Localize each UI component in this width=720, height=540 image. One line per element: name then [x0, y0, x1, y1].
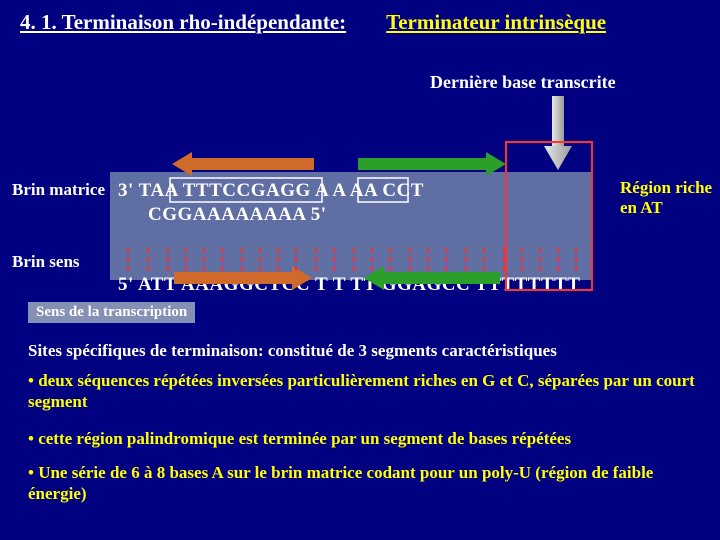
sequence-matrice-top: 3' TAA TTTCCGAGG A A AA CCT: [118, 180, 424, 202]
sequence-sens: 5' ATT AAAGGCTCC T T TT GGAGCC TTTTTTTT: [118, 274, 580, 296]
brin-sens-label: Brin sens: [12, 252, 80, 272]
region-at-l1: Région riche: [620, 178, 712, 197]
brin-matrice-label: Brin matrice: [12, 180, 105, 200]
title-right: Terminateur intrinsèque: [386, 10, 606, 35]
region-at-l2: en AT: [620, 198, 663, 217]
title-row: 4. 1. Terminaison rho-indépendante: Term…: [20, 10, 700, 35]
bullet-2: • cette région palindromique est terminé…: [28, 428, 700, 449]
intro-text: Sites spécifiques de terminaison: consti…: [28, 340, 700, 361]
title-left: 4. 1. Terminaison rho-indépendante:: [20, 10, 346, 35]
bullet-3: • Une série de 6 à 8 bases A sur le brin…: [28, 462, 700, 505]
sens-transcription-box: Sens de la transcription: [28, 302, 195, 323]
bullet-1: • deux séquences répétées inversées part…: [28, 370, 700, 413]
sequence-matrice-bot: CGGAAAAAAAA 5': [148, 204, 327, 226]
down-arrow-icon: [540, 96, 576, 176]
last-base-label: Dernière base transcrite: [430, 72, 616, 93]
region-at-label: Région riche en AT: [620, 178, 712, 217]
